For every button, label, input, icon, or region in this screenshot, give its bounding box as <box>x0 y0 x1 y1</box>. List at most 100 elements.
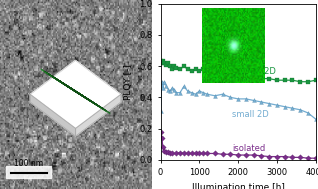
Polygon shape <box>49 74 52 77</box>
Polygon shape <box>56 78 64 83</box>
Polygon shape <box>76 91 83 96</box>
Polygon shape <box>56 78 60 82</box>
Polygon shape <box>95 103 102 108</box>
Polygon shape <box>64 83 68 87</box>
Polygon shape <box>72 88 76 92</box>
Polygon shape <box>60 81 68 86</box>
Polygon shape <box>83 96 91 101</box>
Polygon shape <box>83 96 87 99</box>
Polygon shape <box>68 86 72 90</box>
Polygon shape <box>75 91 83 96</box>
Polygon shape <box>75 91 83 96</box>
Polygon shape <box>68 86 72 90</box>
Polygon shape <box>83 96 91 101</box>
Polygon shape <box>56 78 60 82</box>
Polygon shape <box>72 88 80 93</box>
Polygon shape <box>80 93 83 97</box>
Polygon shape <box>106 110 110 114</box>
Polygon shape <box>68 86 76 91</box>
Polygon shape <box>76 91 80 94</box>
Polygon shape <box>68 86 72 90</box>
Polygon shape <box>72 88 75 92</box>
Polygon shape <box>80 93 87 98</box>
Polygon shape <box>72 88 76 92</box>
Polygon shape <box>52 76 56 80</box>
Polygon shape <box>76 91 80 94</box>
Polygon shape <box>64 83 72 88</box>
Polygon shape <box>83 96 87 99</box>
Polygon shape <box>87 98 91 102</box>
Polygon shape <box>68 86 72 90</box>
Polygon shape <box>87 98 95 103</box>
Polygon shape <box>80 93 83 97</box>
Polygon shape <box>80 93 83 97</box>
Polygon shape <box>52 76 56 80</box>
Polygon shape <box>87 98 95 103</box>
Polygon shape <box>80 93 83 97</box>
Polygon shape <box>52 76 56 80</box>
Polygon shape <box>56 78 60 82</box>
Polygon shape <box>75 91 80 94</box>
Polygon shape <box>72 88 80 93</box>
Polygon shape <box>60 81 68 86</box>
Polygon shape <box>83 96 91 101</box>
Polygon shape <box>83 96 87 99</box>
Polygon shape <box>83 96 87 99</box>
Polygon shape <box>99 105 106 110</box>
Polygon shape <box>60 81 68 86</box>
Polygon shape <box>64 83 68 87</box>
Polygon shape <box>56 78 64 83</box>
Polygon shape <box>87 98 95 103</box>
Polygon shape <box>56 78 60 82</box>
Polygon shape <box>83 96 87 99</box>
Polygon shape <box>60 81 64 85</box>
Polygon shape <box>91 101 99 105</box>
Text: 100 nm: 100 nm <box>14 159 43 168</box>
Polygon shape <box>72 88 80 93</box>
Polygon shape <box>64 83 68 87</box>
Polygon shape <box>91 101 95 104</box>
Polygon shape <box>75 91 80 94</box>
Polygon shape <box>72 88 80 93</box>
Polygon shape <box>80 93 83 97</box>
Polygon shape <box>72 88 75 92</box>
Polygon shape <box>64 83 68 87</box>
Polygon shape <box>87 98 91 102</box>
Polygon shape <box>80 93 83 97</box>
Polygon shape <box>68 86 72 90</box>
Polygon shape <box>72 88 80 93</box>
Polygon shape <box>68 86 75 91</box>
Polygon shape <box>41 69 45 72</box>
Polygon shape <box>49 74 52 77</box>
Polygon shape <box>80 93 87 98</box>
Polygon shape <box>72 88 76 92</box>
Polygon shape <box>95 103 99 107</box>
Polygon shape <box>80 93 83 97</box>
Polygon shape <box>80 93 83 97</box>
Polygon shape <box>64 83 72 88</box>
Polygon shape <box>30 60 121 129</box>
Polygon shape <box>83 96 87 99</box>
Polygon shape <box>56 78 60 82</box>
Polygon shape <box>52 76 60 81</box>
Polygon shape <box>102 108 106 112</box>
Polygon shape <box>76 94 121 136</box>
Polygon shape <box>64 83 68 87</box>
Polygon shape <box>99 105 102 109</box>
Polygon shape <box>64 83 68 87</box>
Polygon shape <box>99 105 102 109</box>
Polygon shape <box>83 96 87 99</box>
Polygon shape <box>64 83 68 87</box>
Y-axis label: PLQY [-]: PLQY [-] <box>124 64 134 100</box>
Polygon shape <box>45 71 49 75</box>
Polygon shape <box>91 101 99 105</box>
Polygon shape <box>87 98 91 102</box>
Polygon shape <box>80 93 83 97</box>
Polygon shape <box>102 108 110 113</box>
Polygon shape <box>91 101 95 104</box>
Polygon shape <box>91 101 95 104</box>
Polygon shape <box>87 98 91 102</box>
Polygon shape <box>68 86 72 90</box>
Polygon shape <box>30 94 76 136</box>
Polygon shape <box>49 74 52 77</box>
